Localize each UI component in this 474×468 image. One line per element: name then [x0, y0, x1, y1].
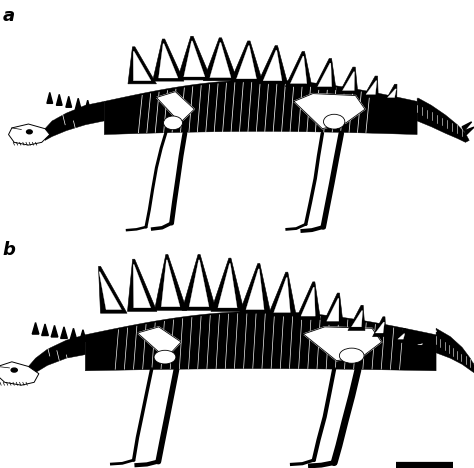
- Polygon shape: [375, 322, 384, 333]
- Polygon shape: [418, 344, 423, 345]
- Polygon shape: [218, 263, 237, 308]
- Polygon shape: [184, 41, 205, 77]
- Polygon shape: [398, 334, 405, 339]
- Polygon shape: [182, 255, 216, 310]
- Polygon shape: [363, 76, 378, 97]
- Polygon shape: [28, 335, 85, 378]
- Polygon shape: [263, 50, 282, 80]
- Polygon shape: [296, 282, 320, 320]
- Polygon shape: [210, 43, 231, 78]
- Polygon shape: [416, 338, 423, 349]
- Polygon shape: [9, 124, 50, 145]
- Polygon shape: [343, 72, 355, 90]
- Polygon shape: [230, 41, 263, 82]
- Polygon shape: [339, 67, 358, 94]
- Polygon shape: [61, 327, 67, 338]
- Polygon shape: [133, 264, 151, 308]
- Polygon shape: [301, 287, 315, 316]
- Ellipse shape: [323, 114, 345, 129]
- Ellipse shape: [11, 368, 17, 372]
- Polygon shape: [385, 84, 397, 101]
- Polygon shape: [85, 311, 436, 371]
- Polygon shape: [128, 259, 157, 311]
- Polygon shape: [313, 58, 336, 90]
- Polygon shape: [285, 51, 312, 87]
- Polygon shape: [303, 327, 382, 361]
- Polygon shape: [153, 39, 184, 81]
- Polygon shape: [352, 311, 363, 327]
- Polygon shape: [104, 80, 417, 135]
- Polygon shape: [388, 89, 396, 97]
- Polygon shape: [211, 258, 244, 311]
- Polygon shape: [47, 92, 53, 103]
- Polygon shape: [237, 45, 256, 79]
- Polygon shape: [156, 92, 194, 123]
- Polygon shape: [128, 47, 156, 84]
- Polygon shape: [42, 324, 48, 336]
- Polygon shape: [51, 325, 58, 337]
- Polygon shape: [177, 36, 211, 80]
- Polygon shape: [189, 260, 209, 307]
- Polygon shape: [56, 95, 62, 105]
- Ellipse shape: [154, 350, 176, 364]
- Polygon shape: [99, 266, 127, 313]
- Polygon shape: [366, 80, 377, 95]
- Text: a: a: [2, 7, 15, 25]
- Polygon shape: [70, 329, 77, 340]
- Polygon shape: [322, 293, 343, 325]
- Polygon shape: [246, 269, 264, 310]
- Polygon shape: [45, 102, 104, 140]
- Polygon shape: [417, 97, 469, 142]
- Polygon shape: [348, 305, 365, 330]
- Ellipse shape: [164, 116, 182, 130]
- Polygon shape: [75, 98, 81, 109]
- Text: b: b: [2, 241, 15, 259]
- Polygon shape: [268, 272, 296, 316]
- Polygon shape: [85, 100, 91, 111]
- Polygon shape: [318, 63, 332, 87]
- Polygon shape: [80, 330, 86, 341]
- Polygon shape: [159, 44, 178, 78]
- Polygon shape: [0, 362, 39, 385]
- Polygon shape: [161, 260, 180, 307]
- Polygon shape: [436, 329, 474, 378]
- Polygon shape: [203, 38, 237, 80]
- Ellipse shape: [339, 348, 364, 363]
- Polygon shape: [291, 56, 307, 83]
- Polygon shape: [32, 322, 39, 334]
- Polygon shape: [257, 45, 288, 84]
- Polygon shape: [274, 278, 290, 313]
- Ellipse shape: [27, 130, 32, 134]
- Polygon shape: [99, 272, 121, 310]
- Polygon shape: [465, 127, 474, 134]
- Polygon shape: [396, 329, 405, 343]
- Polygon shape: [66, 96, 72, 107]
- Polygon shape: [133, 51, 151, 80]
- Polygon shape: [137, 327, 181, 358]
- Polygon shape: [327, 299, 339, 321]
- Polygon shape: [462, 122, 472, 131]
- Polygon shape: [294, 94, 365, 129]
- Polygon shape: [373, 317, 386, 336]
- Polygon shape: [155, 255, 187, 310]
- Polygon shape: [239, 263, 271, 313]
